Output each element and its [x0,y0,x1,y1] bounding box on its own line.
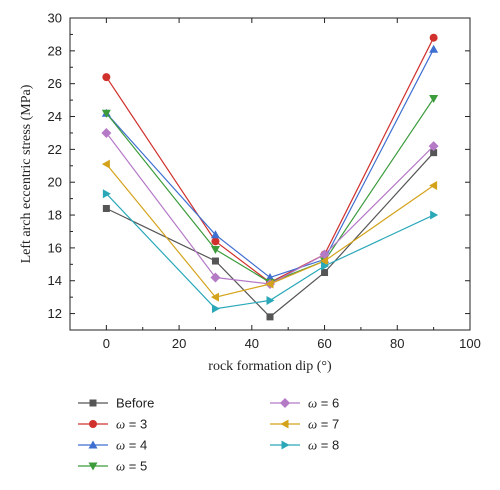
legend-label: ω = 8 [308,438,339,453]
data-point [319,249,330,260]
legend-marker [89,420,97,428]
series-line [105,193,434,310]
legend-marker [280,398,290,408]
legend-label: ω = 4 [116,438,147,453]
data-point [102,189,111,199]
series-layer [101,33,439,321]
legend-item: ω = 3 [78,417,147,432]
x-axis-title: rock formation dip (°) [208,359,332,374]
data-point [430,149,438,157]
legend-marker [88,440,98,449]
data-point [320,256,329,266]
legend-item: ω = 8 [270,438,339,453]
y-tick-label: 14 [48,273,62,288]
legend-label: ω = 3 [116,417,147,432]
data-point [321,261,330,271]
x-tick-label: 40 [245,336,259,351]
plot-frame [69,17,471,331]
legend-item: Before [78,396,154,411]
data-point [102,204,110,212]
y-tick-label: 22 [48,142,62,157]
legend-item: ω = 6 [270,396,339,411]
x-tick-label: 80 [390,336,404,351]
y-tick-label: 18 [48,208,62,223]
x-tick-label: 60 [317,336,331,351]
series-line [105,132,435,285]
data-point [211,257,219,265]
data-point [429,44,439,53]
legend-item: ω = 7 [270,417,339,432]
legend-marker [89,399,97,407]
y-tick-label: 12 [48,306,62,321]
legend-marker [281,440,290,450]
data-point [210,230,220,239]
data-point [429,33,438,42]
series-2 [101,44,439,281]
legend-item: ω = 4 [78,438,147,453]
data-point [210,272,221,283]
data-point [265,279,274,289]
data-point [211,304,220,314]
legend: Before ω = 3 ω = 4 ω = 5 ω = 6 ω = 7 ω = 8 [78,396,339,474]
legend-marker [280,419,289,429]
y-tick-label: 24 [48,109,62,124]
series-5 [101,159,438,302]
y-tick-label: 20 [48,175,62,190]
y-tick-label: 26 [48,76,62,91]
legend-label: Before [116,396,154,411]
data-point [428,141,439,152]
x-tick-label: 100 [459,336,481,351]
y-tick-label: 30 [48,11,62,26]
legend-marker [88,462,98,471]
data-point [266,313,274,321]
data-point [429,94,439,103]
data-point [211,237,220,246]
y-tick-label: 28 [48,43,62,58]
data-point [210,292,219,302]
data-point [429,180,438,190]
series-line [105,98,435,284]
data-point [321,269,329,277]
y-tick-label: 16 [48,240,62,255]
series-1 [102,33,438,287]
series-6 [102,189,439,314]
series-line [105,48,435,279]
legend-label: ω = 6 [308,396,339,411]
axes: 0 20 40 60 80 100 12 14 16 18 20 22 24 26 28 30 [48,11,481,352]
data-point [266,295,275,305]
data-point [210,246,220,255]
data-point [101,109,111,118]
x-tick-label: 0 [103,336,110,351]
series-line [106,152,435,318]
data-point [102,73,111,82]
y-axis-title: Left arch eccentric stress (MPa) [19,84,34,263]
legend-item: ω = 5 [78,459,147,474]
series-0 [102,149,438,321]
data-point [101,127,112,138]
series-4 [101,127,439,290]
data-point [430,210,439,220]
legend-label: ω = 7 [308,417,339,432]
data-point [101,159,110,169]
x-tick-label: 20 [172,336,186,351]
legend-label: ω = 5 [116,459,147,474]
